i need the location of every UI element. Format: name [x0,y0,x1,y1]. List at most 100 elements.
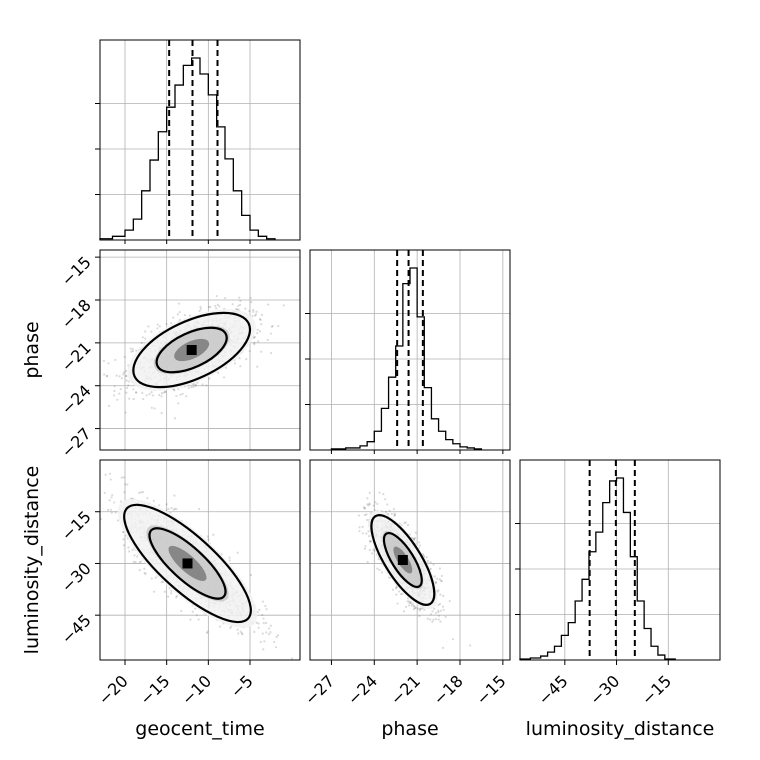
sample-point [391,588,395,591]
sample-point [153,590,156,593]
sample-point [150,330,153,333]
sample-point [167,507,170,511]
sample-point [138,491,141,494]
y-tick-label-phase: −27 [58,424,95,461]
sample-point [388,576,391,579]
hist-panel-phase [305,249,511,451]
density-peak [397,555,408,565]
sample-point [113,501,116,504]
sample-point [265,608,268,611]
sample-point [139,560,143,563]
scatter-panel-geocent_time-phase [99,249,301,451]
sample-point [192,385,195,388]
sample-point [218,625,222,628]
sample-point [249,573,253,577]
sample-point [437,618,440,621]
sample-point [154,576,157,579]
x-tick-label-phase: −27 [301,671,338,708]
sample-point [129,347,132,350]
sample-point [368,491,371,494]
sample-point [257,340,260,343]
sample-point [158,393,161,397]
sample-point [131,548,134,551]
sample-point [433,607,436,610]
sample-point [376,502,379,506]
scatter-contents [100,250,300,450]
sample-point [253,341,256,344]
sample-point [103,373,106,376]
sample-point [122,373,125,376]
sample-point [222,376,226,379]
sample-point [434,618,438,621]
contour-line-1 [382,532,423,588]
sample-point [386,503,389,506]
sample-point [410,604,413,607]
sample-point [258,318,262,321]
sample-point [177,402,180,405]
sample-point [437,589,440,592]
sample-point [164,390,167,393]
sample-point [228,556,231,559]
sample-point [125,386,129,390]
sample-point [438,578,441,581]
sample-point [131,349,135,353]
sample-point [113,394,116,397]
sample-point [156,323,159,326]
sample-point [189,618,192,621]
sample-point [238,296,241,299]
sample-point [162,391,165,394]
sample-point [150,406,153,409]
sample-point [420,607,423,610]
sample-point [372,504,375,507]
sample-point [141,391,144,395]
sample-point [122,371,126,374]
y-axis-label-phase: phase [21,321,43,378]
sample-point [127,546,130,549]
sample-point [199,305,202,309]
sample-point [395,593,398,596]
sample-point [133,554,136,557]
sample-point [378,568,381,572]
sample-point [261,613,264,617]
sample-point [401,592,404,595]
sample-point [173,417,177,420]
hist-frame-phase [309,249,511,451]
sample-point [364,545,367,548]
sample-point [179,393,182,396]
sample-point [235,307,238,311]
sample-point [255,310,258,313]
sample-point [138,561,141,564]
sample-point [172,508,175,511]
sample-point [248,309,251,313]
sample-point [440,579,443,583]
sample-point [412,605,416,608]
sample-point [429,618,432,621]
y-axis-label-luminosity_distance: luminosity_distance [21,466,43,655]
sample-point [362,506,366,509]
hist-panel-geocent_time [95,39,301,241]
sample-point [197,507,201,511]
sample-point [132,388,135,391]
sample-point [138,568,141,572]
sample-point [429,613,433,616]
y-tick-label-luminosity_distance: −45 [58,611,95,648]
sample-point [374,501,377,504]
sample-point [403,521,406,525]
sample-point [409,602,412,605]
sample-point [256,365,259,368]
contour-line-0 [370,514,436,606]
sample-point [425,556,428,559]
sample-point [269,624,272,627]
sample-point [258,660,260,662]
sample-point [376,567,379,570]
sample-point [271,324,274,328]
sample-point [256,328,259,331]
sample-point [158,504,161,507]
sample-point [144,330,147,333]
sample-point [245,358,248,361]
sample-point [132,397,135,401]
sample-point [409,601,413,604]
sample-point [270,325,273,328]
sample-point [113,385,116,388]
sample-point [373,509,376,512]
